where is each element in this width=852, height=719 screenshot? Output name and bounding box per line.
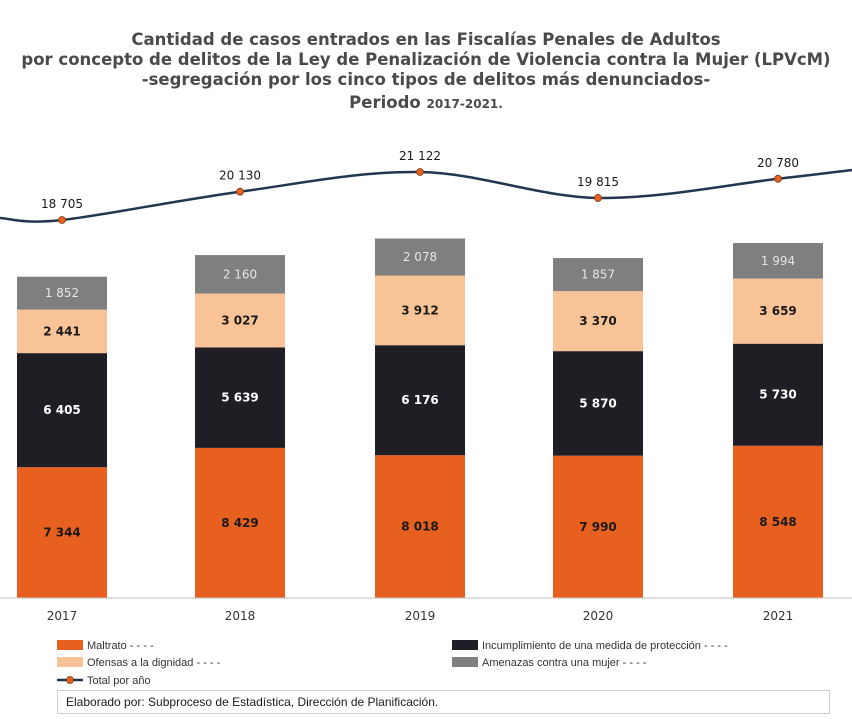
x-tick-label-2017: 2017 [47, 609, 78, 623]
bar-incumplimiento-2018 [195, 347, 285, 448]
bar-amenazas-2021 [733, 243, 823, 279]
data-label-incumplimiento-2021: 5 730 [759, 388, 797, 402]
data-label-amenazas-2017: 1 852 [45, 286, 79, 300]
total-label-2019: 21 122 [399, 149, 441, 163]
title-period: Periodo 2017-2021. [0, 93, 852, 114]
total-marker-2020 [594, 194, 602, 202]
title-period-label: Periodo [349, 93, 421, 112]
data-label-maltrato-2018: 8 429 [221, 516, 259, 530]
data-label-amenazas-2019: 2 078 [403, 250, 437, 264]
legend-label-incumplimiento: Incumplimiento de una medida de protecci… [482, 640, 728, 652]
bar-incumplimiento-2019 [375, 345, 465, 456]
data-label-ofensas-2019: 3 912 [401, 303, 439, 317]
data-label-maltrato-2017: 7 344 [43, 526, 81, 540]
data-label-ofensas-2020: 3 370 [579, 314, 617, 328]
title-period-years: 2017-2021. [426, 97, 503, 111]
x-tick-label-2019: 2019 [405, 609, 436, 623]
x-tick-label-2021: 2021 [763, 609, 794, 623]
bar-maltrato-2019 [375, 455, 465, 598]
bar-amenazas-2019 [375, 238, 465, 276]
bar-amenazas-2020 [553, 258, 643, 292]
data-label-incumplimiento-2020: 5 870 [579, 396, 617, 410]
total-label-2020: 19 815 [577, 175, 619, 189]
data-label-amenazas-2018: 2 160 [223, 267, 257, 281]
data-label-incumplimiento-2019: 6 176 [401, 393, 439, 407]
legend-swatch-ofensas [57, 657, 83, 667]
legend-label-maltrato: Maltrato - - - - [87, 640, 154, 652]
title-line-3: -segregación por los cinco tipos de deli… [141, 70, 711, 89]
data-label-maltrato-2021: 8 548 [759, 515, 797, 529]
bar-maltrato-2018 [195, 447, 285, 598]
bar-ofensas-2021 [733, 278, 823, 344]
bar-incumplimiento-2020 [553, 351, 643, 456]
bar-amenazas-2018 [195, 255, 285, 294]
data-label-incumplimiento-2018: 5 639 [221, 391, 259, 405]
bar-incumplimiento-2017 [17, 353, 107, 468]
bar-incumplimiento-2021 [733, 343, 823, 446]
legend-swatch-incumplimiento [452, 640, 478, 650]
total-marker-2019 [416, 168, 424, 176]
legend-swatch-maltrato [57, 640, 83, 650]
bar-ofensas-2018 [195, 293, 285, 348]
legend-label-total: Total por año [87, 675, 151, 687]
legend-label-ofensas: Ofensas a la dignidad - - - - [87, 657, 221, 669]
total-label-2017: 18 705 [41, 197, 83, 211]
title-line-1: Cantidad de casos entrados en las Fiscal… [131, 30, 721, 49]
data-label-maltrato-2019: 8 018 [401, 520, 439, 534]
data-label-incumplimiento-2017: 6 405 [43, 403, 81, 417]
data-label-ofensas-2017: 2 441 [43, 324, 81, 338]
stacked-bar-chart: 7 344 6 405 2 441 1 852 8 429 5 639 3 027 2 160… [0, 149, 852, 687]
legend-swatch-total-marker [66, 676, 74, 684]
bar-maltrato-2017 [17, 467, 107, 598]
x-tick-label-2018: 2018 [225, 609, 256, 623]
total-label-2018: 20 130 [219, 169, 261, 183]
data-label-amenazas-2020: 1 857 [581, 268, 615, 282]
data-label-maltrato-2020: 7 990 [579, 520, 617, 534]
total-line [0, 168, 852, 223]
bar-maltrato-2020 [553, 455, 643, 598]
data-label-ofensas-2018: 3 027 [221, 313, 259, 327]
title-line-2: por concepto de delitos de la Ley de Pen… [21, 50, 831, 69]
credit-text: Elaborado por: Subproceso de Estadística… [66, 695, 439, 709]
x-tick-label-2020: 2020 [583, 609, 614, 623]
bar-ofensas-2017 [17, 309, 107, 354]
total-marker-2017 [58, 216, 66, 224]
bar-maltrato-2021 [733, 445, 823, 598]
credit-box: Elaborado por: Subproceso de Estadística… [57, 690, 830, 714]
legend-label-amenazas: Amenazas contra una mujer - - - - [482, 657, 647, 669]
bar-ofensas-2020 [553, 291, 643, 352]
total-marker-2018 [236, 187, 244, 196]
total-label-2021: 20 780 [757, 156, 799, 170]
bar-ofensas-2019 [375, 275, 465, 346]
chart-title: Cantidad de casos entrados en las Fiscal… [0, 30, 852, 114]
legend-swatch-amenazas [452, 657, 478, 667]
data-label-amenazas-2021: 1 994 [761, 254, 795, 268]
total-marker-2021 [774, 174, 782, 183]
bar-amenazas-2017 [17, 276, 107, 310]
data-label-ofensas-2021: 3 659 [759, 304, 797, 318]
